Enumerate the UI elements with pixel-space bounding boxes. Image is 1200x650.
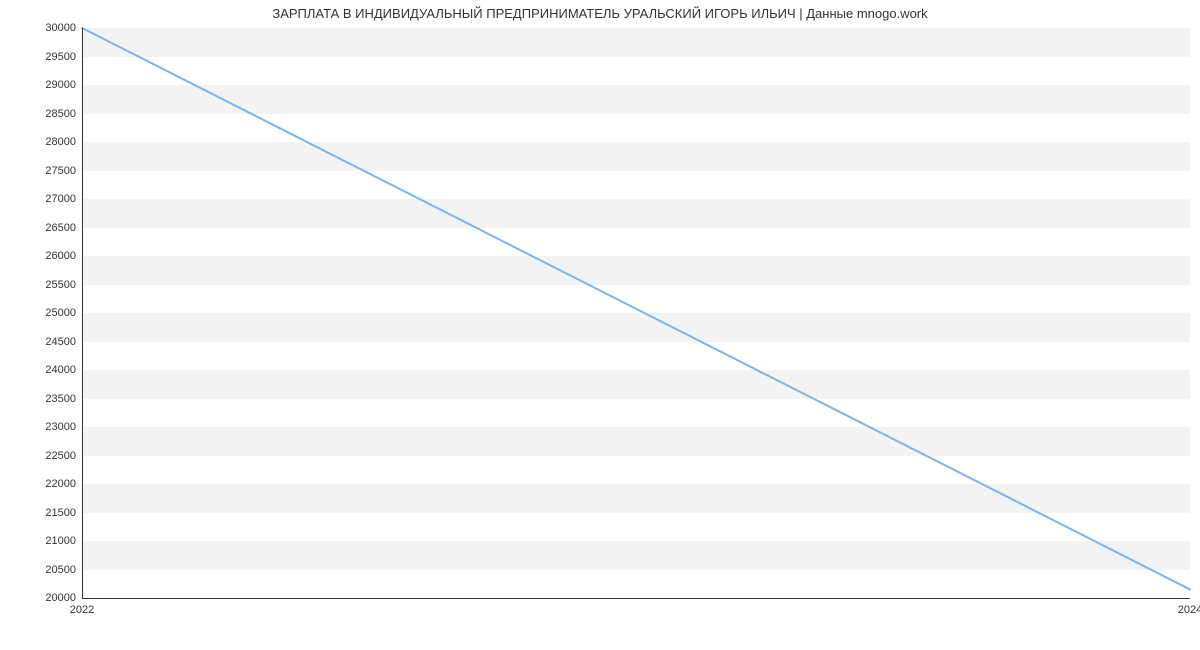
x-axis (82, 598, 1190, 599)
y-tick-label: 22500 (45, 450, 76, 462)
y-tick-label: 25500 (45, 279, 76, 291)
y-tick-label: 21500 (45, 507, 76, 519)
y-tick-label: 23000 (45, 421, 76, 433)
y-axis (82, 28, 83, 598)
y-tick-label: 28000 (45, 136, 76, 148)
y-tick-label: 27500 (45, 165, 76, 177)
x-tick-label: 2024 (1178, 604, 1200, 616)
plot-area: 2000020500210002150022000225002300023500… (82, 28, 1190, 598)
chart-title: ЗАРПЛАТА В ИНДИВИДУАЛЬНЫЙ ПРЕДПРИНИМАТЕЛ… (0, 6, 1200, 21)
y-tick-label: 21000 (45, 535, 76, 547)
y-tick-label: 29500 (45, 51, 76, 63)
y-tick-label: 26500 (45, 222, 76, 234)
y-tick-label: 28500 (45, 108, 76, 120)
salary-line-chart: ЗАРПЛАТА В ИНДИВИДУАЛЬНЫЙ ПРЕДПРИНИМАТЕЛ… (0, 0, 1200, 650)
y-tick-label: 22000 (45, 478, 76, 490)
y-tick-label: 26000 (45, 250, 76, 262)
y-tick-label: 23500 (45, 393, 76, 405)
y-tick-label: 30000 (45, 22, 76, 34)
y-tick-label: 20500 (45, 564, 76, 576)
y-tick-label: 25000 (45, 307, 76, 319)
y-tick-label: 29000 (45, 79, 76, 91)
x-tick-label: 2022 (70, 604, 94, 616)
line-series (82, 28, 1190, 598)
y-tick-label: 27000 (45, 193, 76, 205)
y-tick-label: 24500 (45, 336, 76, 348)
y-tick-label: 24000 (45, 364, 76, 376)
y-tick-label: 20000 (45, 592, 76, 604)
